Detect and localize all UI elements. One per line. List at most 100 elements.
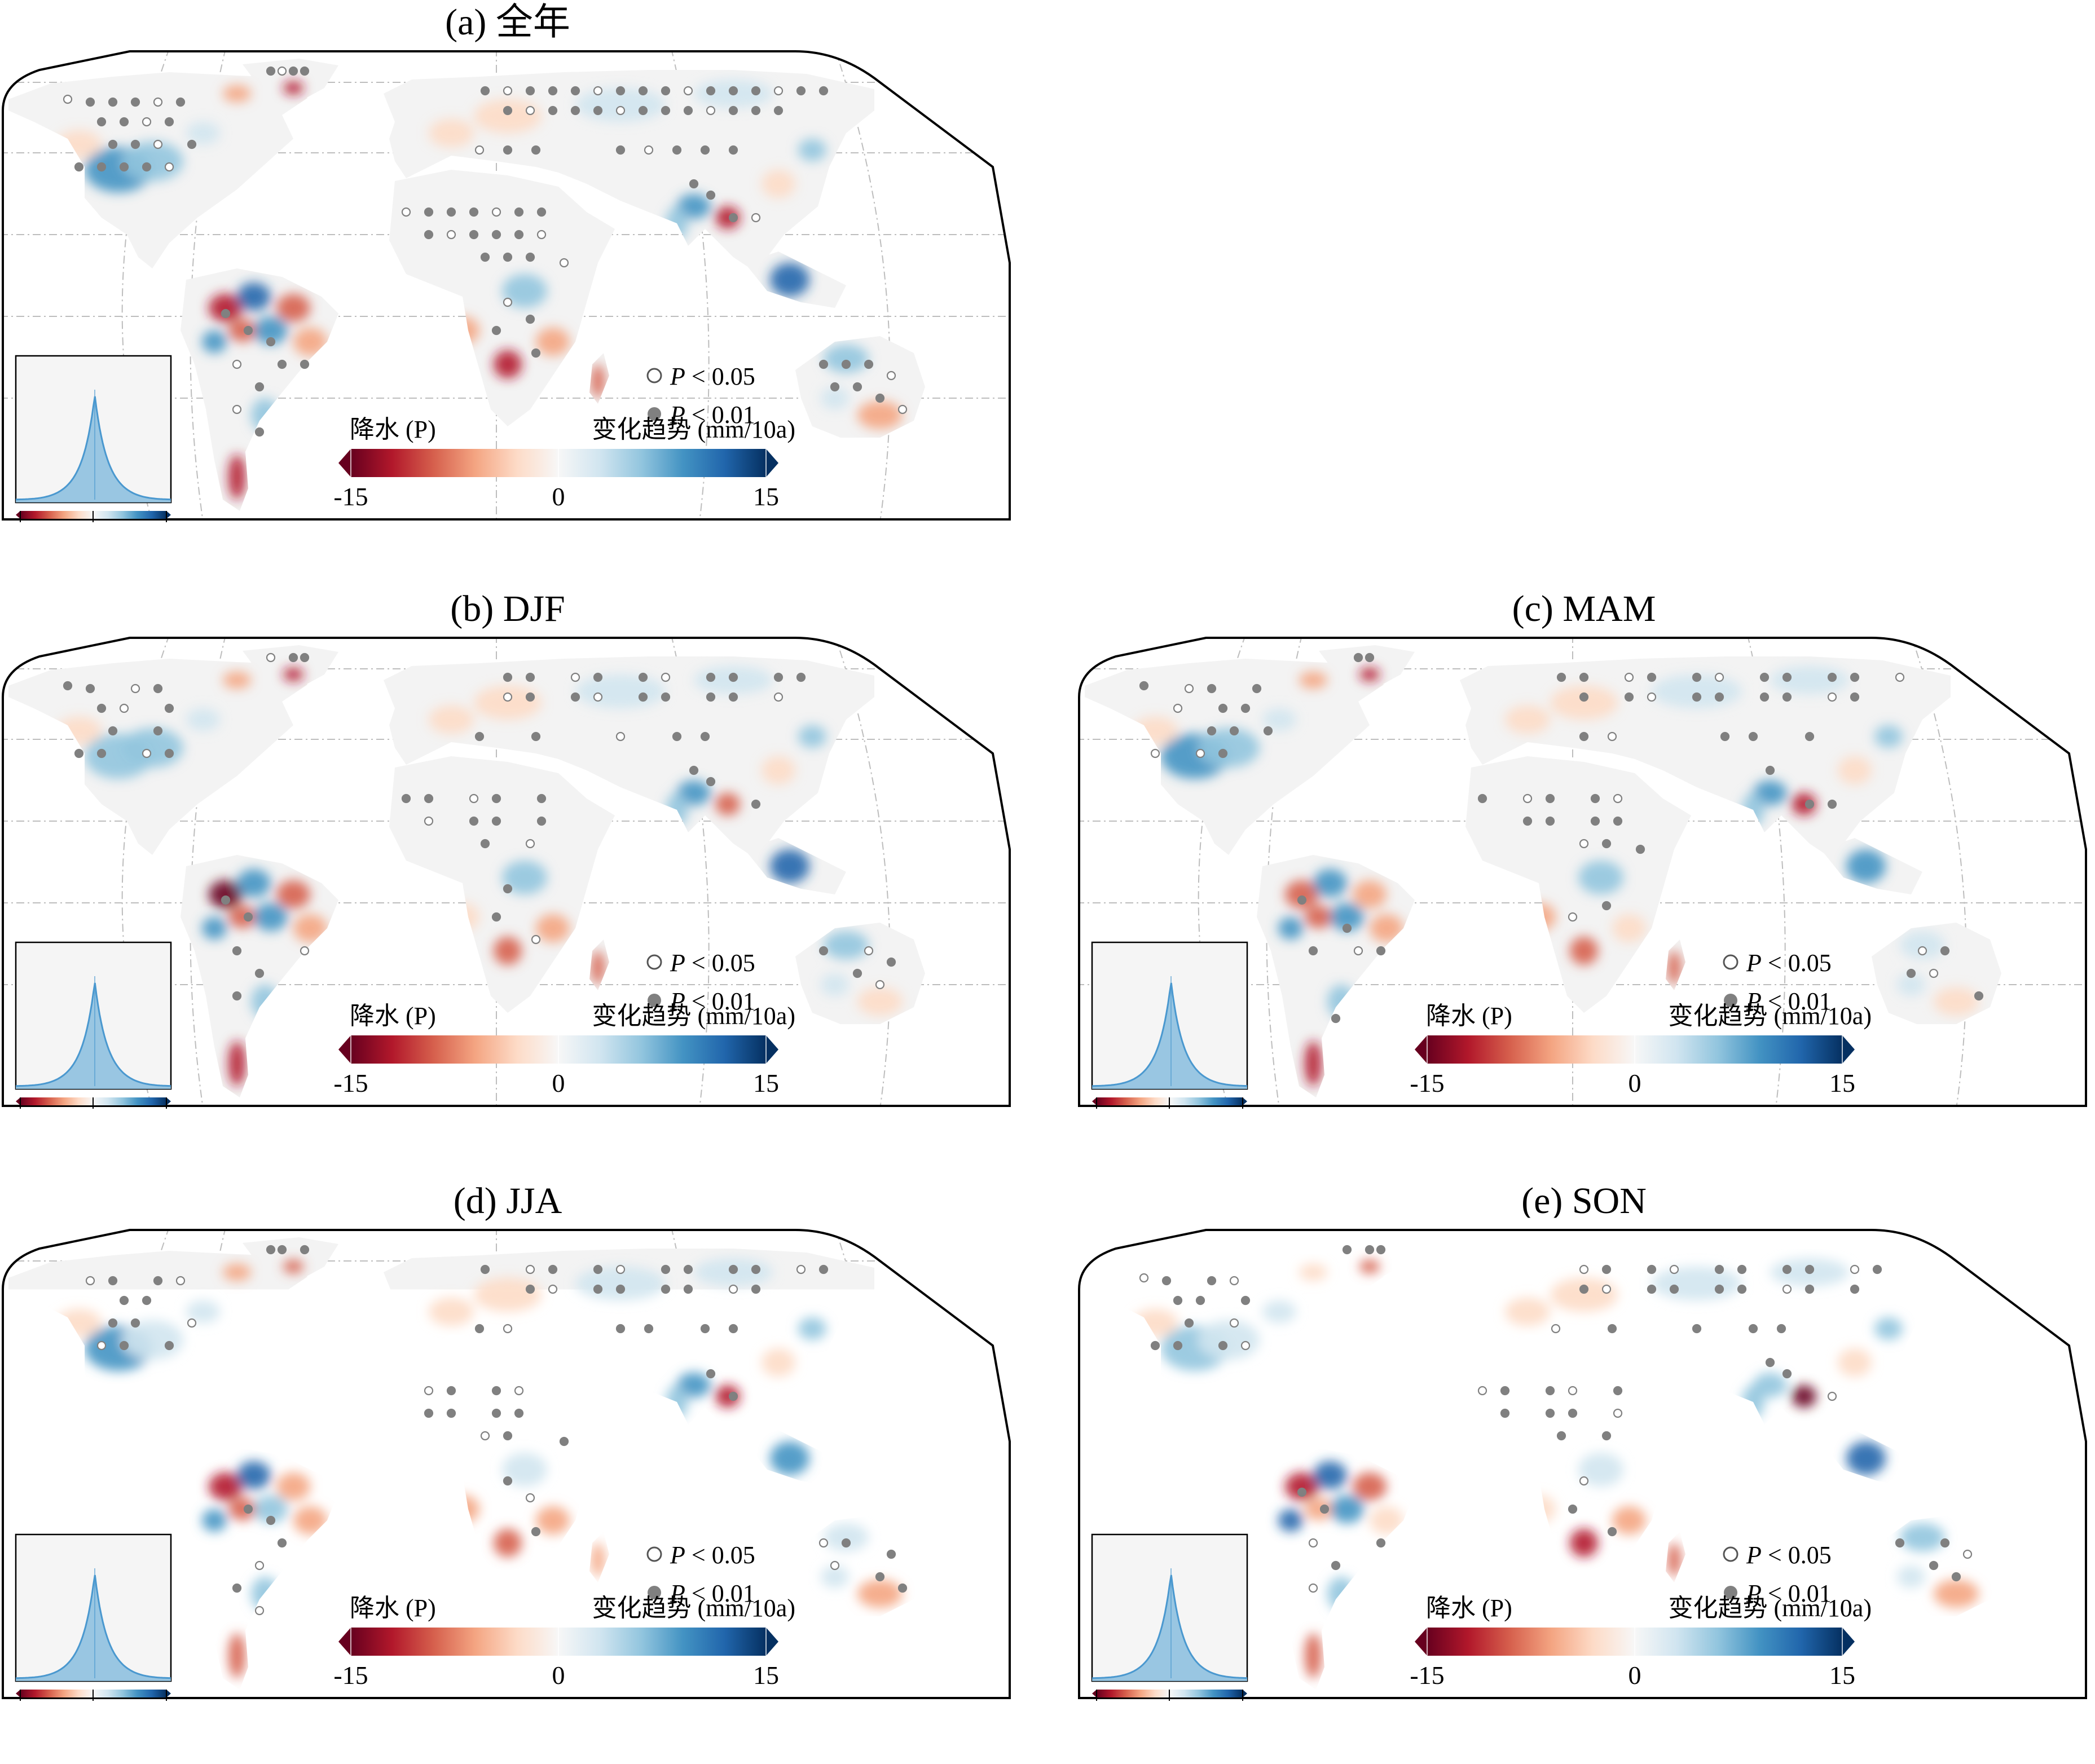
dot-p001	[1693, 673, 1701, 681]
colorbar-tick-label: -15	[333, 482, 368, 511]
dot-p001	[481, 87, 489, 95]
trend-patch	[1330, 1495, 1364, 1523]
dot-p001	[1614, 1387, 1622, 1395]
dot-p001	[1366, 1246, 1374, 1254]
dot-p005	[1608, 733, 1616, 740]
dot-p001	[504, 885, 512, 893]
trend-patch	[1299, 1264, 1327, 1281]
trend-patch	[1874, 725, 1903, 748]
trend-patch	[1792, 1385, 1816, 1408]
dot-p001	[481, 840, 489, 848]
dot-p001	[301, 654, 309, 662]
dot-p001	[1603, 1265, 1610, 1273]
dot-p001	[1253, 685, 1261, 693]
dot-p001	[729, 87, 737, 95]
dot-p001	[1806, 1285, 1814, 1293]
dot-p001	[165, 118, 173, 126]
dot-p005	[1580, 840, 1588, 848]
trend-patch	[715, 793, 740, 815]
dot-p001	[571, 107, 579, 114]
dot-p005	[774, 87, 782, 95]
panel-annual: (a) 全年 P < 0.05 P < 0.01 降水 (P) 变化趋势 (mm/10…	[0, 0, 1015, 524]
dot-p005	[470, 795, 478, 802]
dot-p001	[1636, 845, 1644, 853]
dot-p001	[526, 1285, 534, 1293]
dot-p001	[729, 107, 737, 114]
trend-patch	[1897, 1565, 1925, 1588]
trend-patch	[1299, 672, 1327, 689]
dot-p005	[1670, 1265, 1678, 1273]
dot-p001	[109, 1277, 117, 1285]
trend-patch	[202, 330, 227, 353]
dot-p001	[594, 107, 602, 114]
dot-p001	[774, 107, 782, 114]
colorbar-tick-label: 0	[552, 482, 565, 511]
dot-p001	[222, 896, 230, 904]
dot-p001	[1332, 1015, 1340, 1022]
trend-patch	[1305, 906, 1333, 928]
dot-p001	[75, 163, 83, 171]
dot-p001	[1760, 693, 1768, 701]
dot-p001	[244, 913, 252, 921]
dot-p005	[233, 405, 241, 413]
dot-p001	[532, 733, 540, 740]
colorbar-tick-label: 15	[753, 482, 779, 511]
dot-p001	[120, 1296, 128, 1304]
dot-p001	[278, 1539, 286, 1547]
dot-p001	[1580, 673, 1588, 681]
dot-p001	[1766, 1359, 1774, 1366]
trend-patch	[228, 1633, 245, 1678]
trend-patch	[1838, 1348, 1872, 1377]
dot-p001	[549, 107, 557, 114]
dot-p001	[470, 817, 478, 825]
dot-p001	[729, 1392, 737, 1400]
dot-p005	[899, 405, 906, 413]
dot-p001	[1952, 1573, 1960, 1581]
map-mam: P < 0.05P < 0.01降水 (P) 变化趋势 (mm/10a)-15 0 1…	[1076, 635, 2092, 1109]
dot-p005	[165, 163, 173, 171]
trend-patch	[1846, 849, 1886, 883]
dot-p001	[504, 1432, 512, 1440]
dot-p001	[1648, 673, 1656, 681]
dot-p001	[267, 338, 275, 346]
dot-p001	[797, 87, 805, 95]
dot-p001	[1140, 682, 1148, 690]
dot-p005	[560, 259, 568, 267]
dot-p001	[256, 383, 263, 391]
dot-p001	[447, 1409, 455, 1417]
dot-p001	[1693, 693, 1701, 701]
dot-p001	[188, 140, 196, 148]
dot-p001	[662, 87, 670, 95]
dot-p005	[617, 733, 624, 740]
dot-p001	[673, 733, 681, 740]
dot-p001	[729, 1325, 737, 1333]
trend-patch	[474, 1278, 542, 1312]
dot-p001	[267, 1246, 275, 1254]
histogram-inset	[1092, 942, 1247, 1109]
dot-p001	[1196, 1296, 1204, 1304]
trend-patch	[762, 756, 795, 784]
dot-p001	[289, 67, 297, 75]
panel-jja: (d) JJA P < 0.05 P < 0.01 降水 (P) 变化趋势 (mm/1…	[0, 1179, 1015, 1703]
dot-p001	[1603, 1432, 1610, 1440]
panel-title: (e) SON	[1076, 1179, 2092, 1224]
dot-p001	[532, 1528, 540, 1536]
dot-p001	[1806, 1265, 1814, 1273]
dot-p001	[774, 673, 782, 681]
dot-p001	[1569, 1505, 1577, 1513]
dot-p005	[504, 87, 512, 95]
colorbar-units: 变化趋势 (mm/10a)	[1668, 1594, 1872, 1622]
trend-patch	[1550, 1278, 1618, 1312]
dot-p001	[662, 1285, 670, 1293]
dot-p005	[797, 1265, 805, 1273]
dot-p001	[1721, 733, 1729, 740]
colorbar-units: 变化趋势 (mm/10a)	[592, 1594, 795, 1622]
dot-p001	[402, 795, 410, 802]
colorbar-tick-label: 15	[753, 1069, 779, 1097]
dot-p001	[492, 913, 500, 921]
dot-p001	[673, 146, 681, 154]
dot-p001	[1715, 693, 1723, 701]
dot-p001	[504, 673, 512, 681]
dot-p005	[1478, 1387, 1486, 1395]
dot-p005	[1625, 673, 1633, 681]
